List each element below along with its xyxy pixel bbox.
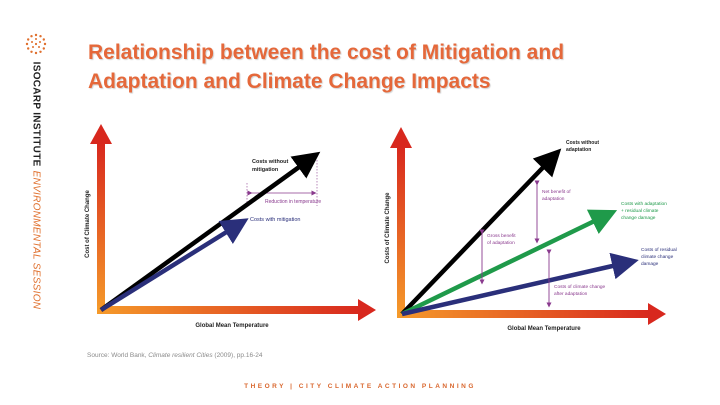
title-line-2: Adaptation and Climate Change Impacts <box>88 70 491 93</box>
right-x-axis-label: Global Mean Temperature <box>507 326 581 332</box>
right-label-adapt-line3: change damage <box>621 215 656 221</box>
right-label-residual-line1: Costs of residual <box>641 247 677 253</box>
isocarp-logo <box>25 33 47 55</box>
left-y-axis-label: Cost of Climate Change <box>85 190 91 258</box>
left-label-without-line1: Costs without <box>252 159 289 165</box>
right-label-without-line1: Costs without <box>566 140 599 146</box>
left-label-without-line2: mitigation <box>252 167 279 173</box>
left-label-reduction: Reduction in temperature <box>265 199 321 205</box>
right-arrow-without-adaptation <box>400 148 562 316</box>
slide-title: Relationship between the cost of Mitigat… <box>88 38 648 96</box>
right-y-axis <box>390 127 412 316</box>
footer-text: THEORY | CITY CLIMATE ACTION PLANNING <box>244 383 476 390</box>
left-arrow-with-mitigation <box>99 218 249 312</box>
right-label-after-line2: after adaptation <box>554 291 588 297</box>
left-x-axis-label: Global Mean Temperature <box>195 323 269 329</box>
right-label-without-line2: adaptation <box>566 147 591 153</box>
right-label-adapt-line2: + residual climate <box>621 208 659 214</box>
right-label-net-line1: Net benefit of <box>542 189 571 195</box>
title-line-1: Relationship between the cost of Mitigat… <box>88 41 565 64</box>
right-y-axis-label: Costs of Climate Change <box>385 192 391 264</box>
left-arrow-without-mitigation <box>99 151 321 312</box>
right-label-adapt-line1: Costs with adaptation <box>621 201 667 207</box>
right-arrow-with-adaptation <box>401 209 618 317</box>
right-x-axis <box>397 303 666 325</box>
right-label-after-line1: Costs of climate change <box>554 284 606 290</box>
source-prefix: Source: World Bank, <box>87 352 149 359</box>
source-citation: Source: World Bank, Climate resilient Ci… <box>87 352 262 359</box>
right-arrow-residual-damage <box>401 252 639 317</box>
left-x-axis <box>97 299 376 321</box>
right-label-residual-line2: climate change <box>641 254 674 260</box>
source-suffix: (2009), pp.16-24 <box>212 352 263 359</box>
right-diagram: Costs of Climate Change Global Mean Temp… <box>385 127 677 332</box>
left-diagram: Cost of Climate Change Global Mean Tempe… <box>85 124 376 329</box>
left-y-axis <box>90 124 112 312</box>
right-label-gross-line1: Gross benefit <box>487 233 516 239</box>
source-title: Climate resilient Cities <box>148 352 213 359</box>
right-label-residual-line3: damage <box>641 261 659 267</box>
right-label-gross-line2: of adaptation <box>487 240 515 246</box>
right-label-net-line2: adaptation <box>542 196 565 202</box>
left-label-with-mitigation: Costs with mitigation <box>250 217 300 223</box>
